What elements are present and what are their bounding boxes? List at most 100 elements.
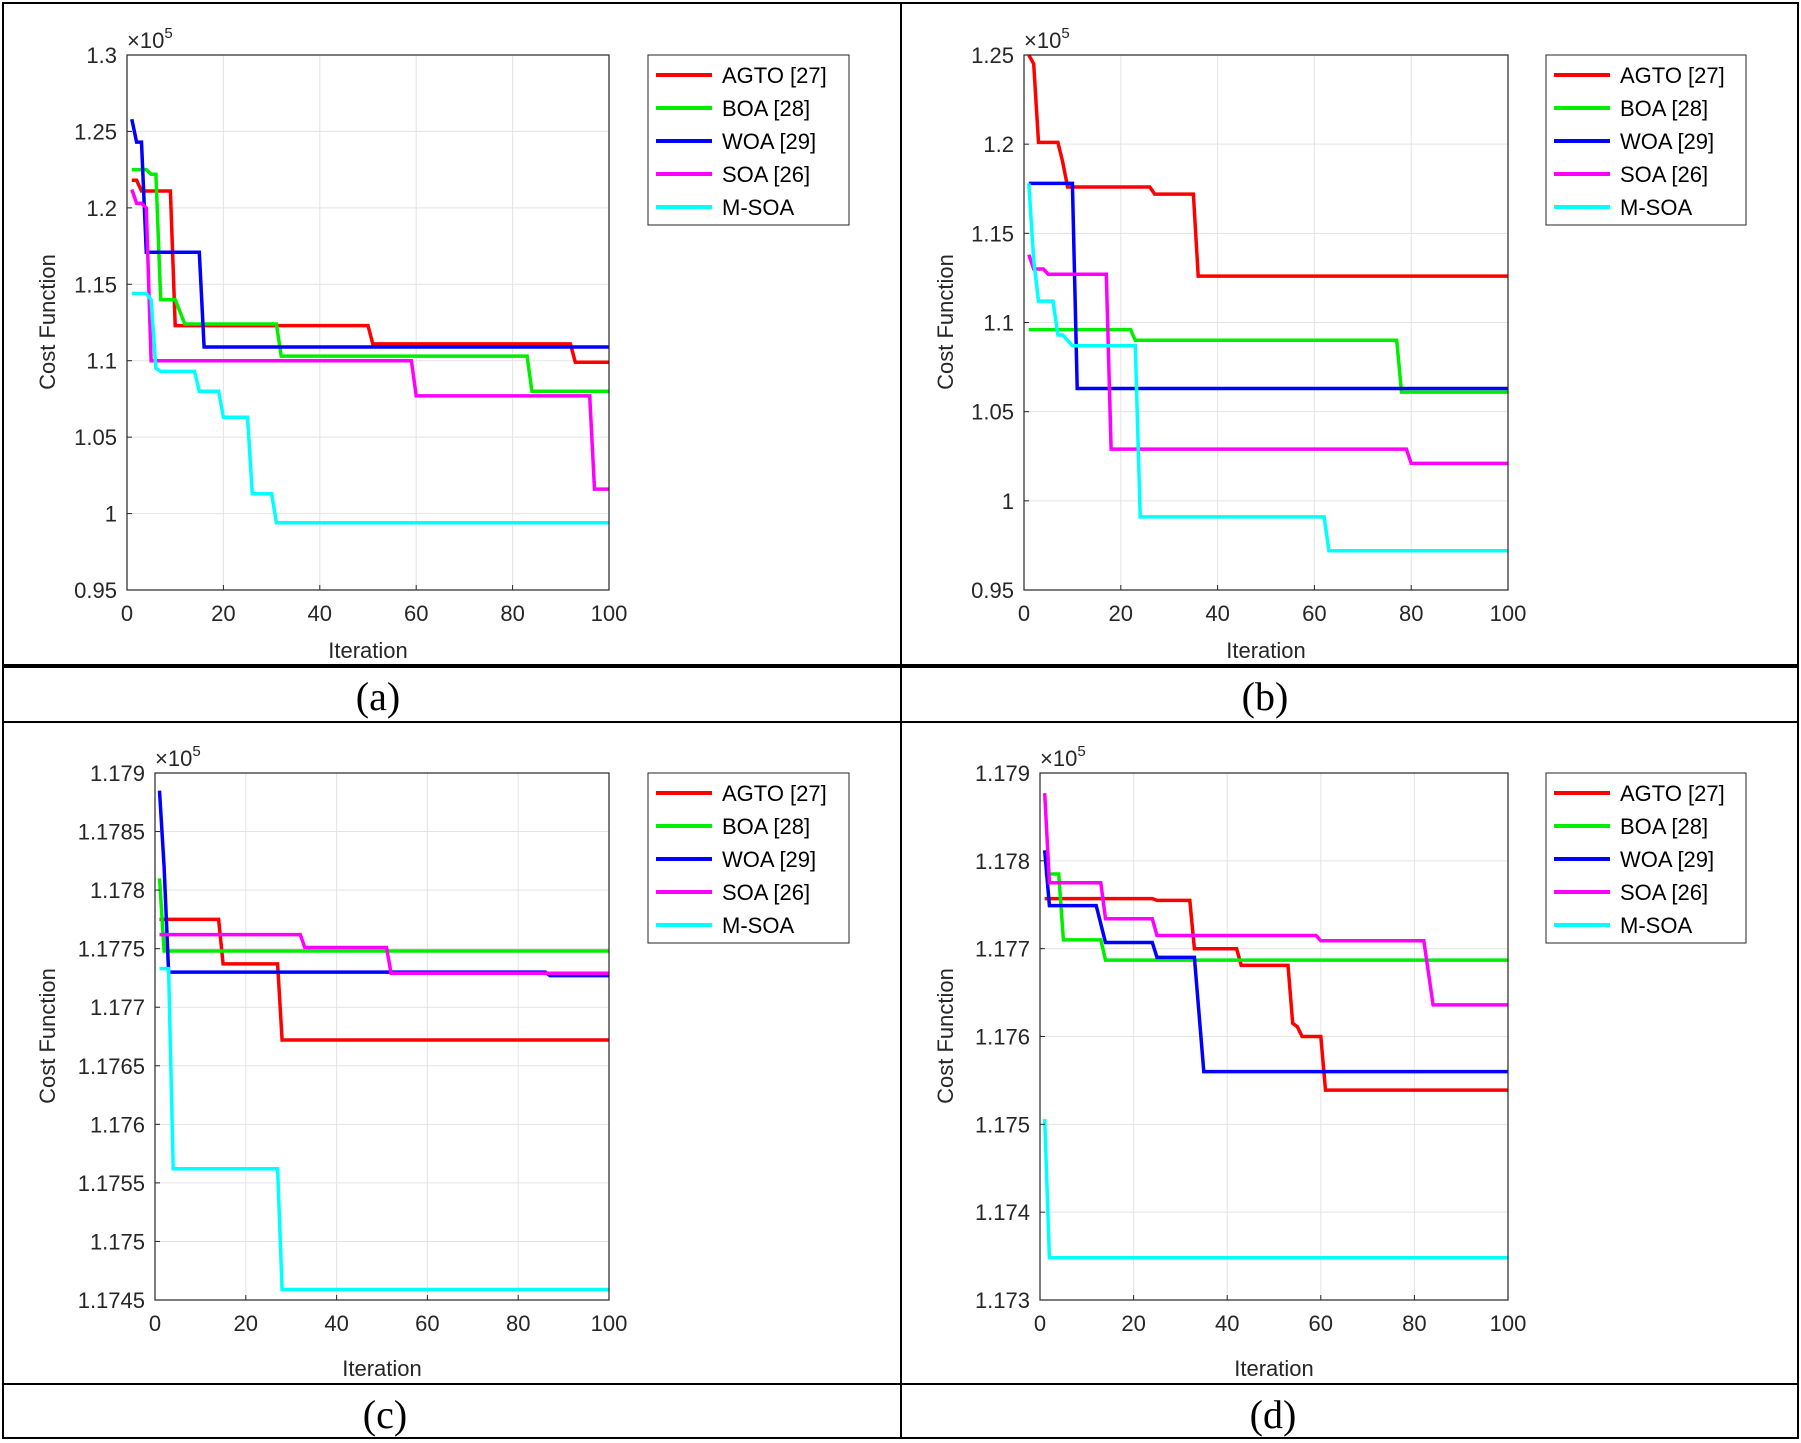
panel-b-y-ticks: 0.95 1 1.05 1.1 1.15 1.2 1.25: [971, 43, 1029, 603]
caption-b: (b): [1242, 674, 1289, 719]
series-line-boa-28: [157, 878, 609, 953]
y-tick-label: 1.175: [90, 1229, 145, 1254]
x-tick-label: 60: [1302, 601, 1326, 626]
legend-label: AGTO [27]: [1620, 63, 1725, 88]
series-line-boa-28: [1044, 872, 1508, 962]
y-tick-label: 1.1785: [78, 820, 145, 845]
panel-b: 0 20 40 60 80 100 0.95 1 1.05 1.1 1.15 1.2 1.25 Ite…: [933, 25, 1747, 663]
legend-label: WOA [29]: [1620, 129, 1714, 154]
x-tick-label: 40: [1215, 1311, 1239, 1336]
y-tick-label: 1.2: [983, 132, 1014, 157]
panel-a: 0 20 40 60 80 100 0.9511.051.11.151.21.251.3 …: [35, 25, 850, 663]
legend-label: WOA [29]: [1620, 847, 1714, 872]
y-tick-label: 1.1775: [78, 937, 145, 962]
series-line-soa-26: [1027, 254, 1508, 466]
series-line-agto-27: [159, 917, 609, 1042]
panel-a-x-ticks: 0 20 40 60 80 100: [121, 585, 627, 626]
x-tick-label: 80: [500, 601, 524, 626]
y-tick-label: 1.177: [975, 937, 1030, 962]
legend-label: WOA [29]: [722, 129, 816, 154]
panel-c-series: [157, 790, 609, 1292]
panel-b-exponent: ×105: [1024, 25, 1070, 53]
panel-d-series: [1042, 793, 1508, 1260]
legend-item: BOA [28]: [1554, 96, 1708, 121]
panel-a-y-ticks: 0.95 1 1.05 1.1 1.15 1.2 1.25 1.3: [74, 43, 132, 603]
panel-d-xlabel: Iteration: [1234, 1356, 1314, 1381]
legend-label: M-SOA: [1620, 913, 1692, 938]
panel-d: 0 20 40 60 80 100 1.1731.1741.1751.1761.1771.…: [933, 743, 1747, 1381]
panel-a-legend: AGTO [27] BOA [28] WOA [29] SOA [26] M-S…: [647, 54, 850, 226]
panel-d-x-ticks: 0 20 40 60 80 100: [1034, 1295, 1526, 1336]
legend-item: SOA [26]: [1554, 162, 1708, 187]
x-tick-label: 0: [1018, 601, 1030, 626]
panel-c-ylabel: Cost Function: [35, 968, 60, 1104]
y-tick-label: 1.2: [86, 196, 117, 221]
y-tick-label: 1.3: [86, 43, 117, 68]
legend-label: WOA [29]: [722, 847, 816, 872]
legend-label: BOA [28]: [722, 96, 810, 121]
legend-label: M-SOA: [1620, 195, 1692, 220]
panel-c-legend: AGTO [27] BOA [28] WOA [29] SOA [26] M-S…: [647, 772, 850, 944]
legend-label: BOA [28]: [722, 814, 810, 839]
legend-item: BOA [28]: [656, 814, 810, 839]
series-line-woa-29: [1042, 850, 1508, 1074]
caption-d: (d): [1250, 1392, 1297, 1437]
series-line-soa-26: [159, 932, 609, 976]
panel-d-y-ticks: 1.173 1.174 1.175 1.176 1.177 1.178 1.179: [975, 761, 1045, 1313]
x-tick-label: 40: [324, 1311, 348, 1336]
legend-item: SOA [26]: [656, 880, 810, 905]
series-line-soa-26: [1042, 793, 1508, 1007]
y-tick-label: 1: [105, 502, 117, 527]
series-line-m-soa: [1027, 183, 1508, 553]
x-tick-label: 40: [1205, 601, 1229, 626]
legend-item: M-SOA: [656, 195, 794, 220]
legend-item: WOA [29]: [656, 129, 816, 154]
legend-label: SOA [26]: [1620, 162, 1708, 187]
series-line-boa-28: [131, 167, 609, 394]
legend-item: AGTO [27]: [656, 63, 827, 88]
y-tick-label: 1.1: [983, 311, 1014, 336]
series-line-woa-29: [157, 790, 609, 978]
panel-c-x-ticks: 0 20 40 60 80 100: [149, 1295, 627, 1336]
legend-label: M-SOA: [722, 913, 794, 938]
legend-item: AGTO [27]: [656, 781, 827, 806]
series-line-m-soa: [1042, 1119, 1508, 1260]
series-line-soa-26: [130, 188, 609, 491]
x-tick-label: 40: [308, 601, 332, 626]
legend-item: AGTO [27]: [1554, 63, 1725, 88]
series-line-agto-27: [1027, 54, 1508, 278]
panel-c-axes-box: [154, 772, 610, 1301]
legend-item: M-SOA: [1554, 913, 1692, 938]
panel-a-ylabel: Cost Function: [35, 254, 60, 390]
panel-c: 0 20 40 60 80 100 1.1745 1.175 1.1755 1.176 1.176…: [35, 743, 850, 1381]
legend-label: AGTO [27]: [722, 781, 827, 806]
caption-a: (a): [356, 674, 400, 719]
series-line-woa-29: [1028, 181, 1508, 391]
x-tick-label: 0: [121, 601, 133, 626]
x-tick-label: 100: [591, 601, 628, 626]
x-tick-label: 100: [1490, 601, 1527, 626]
legend-item: M-SOA: [1554, 195, 1692, 220]
x-tick-label: 60: [1309, 1311, 1333, 1336]
x-tick-label: 60: [415, 1311, 439, 1336]
legend-label: AGTO [27]: [1620, 781, 1725, 806]
legend-item: BOA [28]: [656, 96, 810, 121]
legend-item: WOA [29]: [1554, 847, 1714, 872]
legend-item: M-SOA: [656, 913, 794, 938]
y-tick-label: 1.178: [975, 849, 1030, 874]
y-tick-label: 1.05: [971, 400, 1014, 425]
y-tick-label: 1.178: [90, 878, 145, 903]
y-tick-label: 1.15: [971, 221, 1014, 246]
legend-item: BOA [28]: [1554, 814, 1708, 839]
panel-d-legend: AGTO [27] BOA [28] WOA [29] SOA [26] M-S…: [1545, 772, 1747, 944]
y-tick-label: 1.176: [975, 1025, 1030, 1050]
legend-label: SOA [26]: [722, 162, 810, 187]
y-tick-label: 1.179: [975, 761, 1030, 786]
caption-c: (c): [363, 1392, 407, 1437]
x-tick-label: 80: [1402, 1311, 1426, 1336]
x-tick-label: 0: [149, 1311, 161, 1336]
y-tick-label: 1.179: [90, 761, 145, 786]
x-tick-label: 0: [1034, 1311, 1046, 1336]
series-line-agto-27: [1044, 896, 1508, 1092]
